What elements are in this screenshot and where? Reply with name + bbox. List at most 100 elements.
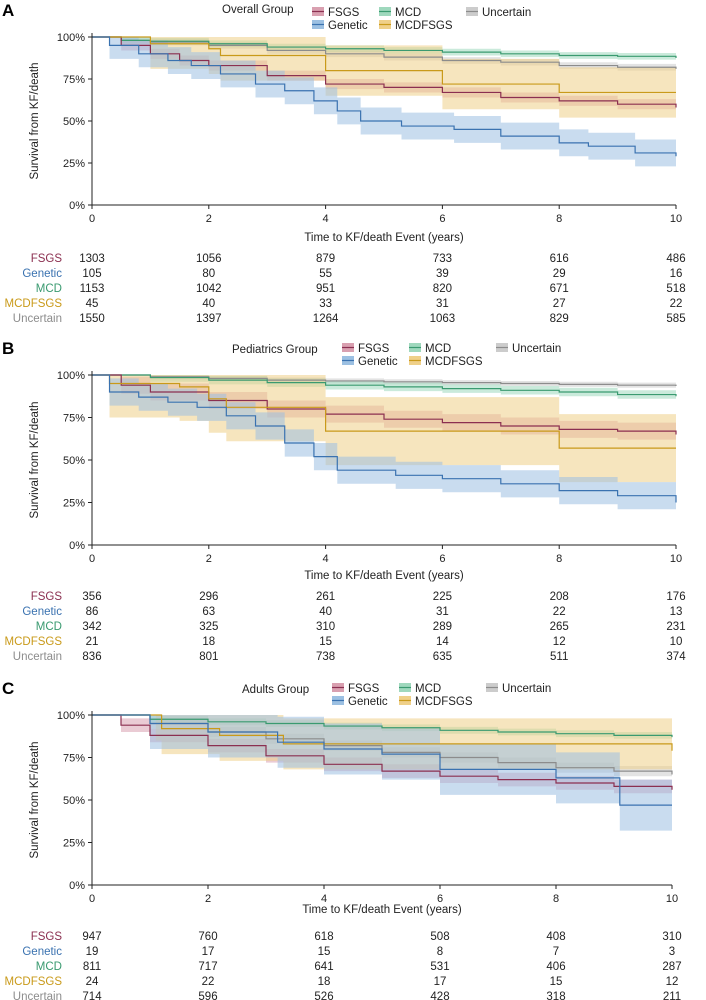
risk-cell: 208 xyxy=(550,591,569,603)
risk-cell: 45 xyxy=(86,298,99,310)
curve-mcd xyxy=(92,714,673,738)
risk-cell: 1056 xyxy=(196,253,222,265)
risk-row-label: Uncertain xyxy=(13,991,62,1000)
legend-item-mcd: MCD xyxy=(409,343,451,355)
band-mcdfsgs xyxy=(92,375,676,483)
risk-cell: 31 xyxy=(436,606,449,618)
x-tick-label: 0 xyxy=(89,553,95,565)
risk-row-mcd: MCD 1153 1042 951 820 671 518 xyxy=(36,283,686,295)
risk-cell: 1153 xyxy=(80,283,105,295)
risk-cell: 717 xyxy=(198,961,217,973)
risk-cell: 356 xyxy=(82,591,101,603)
legend-label-mcd: MCD xyxy=(425,343,451,355)
risk-cell: 1397 xyxy=(196,313,222,325)
panel-letter: A xyxy=(2,1,14,20)
risk-row-label: Genetic xyxy=(22,268,62,280)
y-tick-label: 100% xyxy=(57,710,85,722)
legend-item-mcdfsgs: MCDFSGS xyxy=(379,20,453,32)
chart-overall-group: A Overall Group FSGS MCD Uncertain Genetic MCD… xyxy=(2,1,686,325)
x-tick-label: 8 xyxy=(556,553,562,565)
risk-cell: 231 xyxy=(666,621,685,633)
risk-cell: 1264 xyxy=(313,313,339,325)
confidence-bands xyxy=(92,715,672,831)
risk-cell: 16 xyxy=(670,268,683,280)
curve-genetic xyxy=(92,36,677,157)
legend-label-uncertain: Uncertain xyxy=(512,343,561,355)
chart-title: Overall Group xyxy=(222,4,294,16)
y-axis-title: Survival from KF/death xyxy=(29,402,41,519)
x-tick-label: 4 xyxy=(323,553,329,565)
risk-row-mcdfsgs: MCDFSGS 24 22 18 17 15 12 xyxy=(5,976,679,988)
risk-cell: 585 xyxy=(666,313,685,325)
chart-title: Adults Group xyxy=(242,684,309,696)
risk-cell: 86 xyxy=(86,606,99,618)
x-tick-label: 4 xyxy=(321,893,327,905)
legend-label-fsgs: FSGS xyxy=(348,683,380,695)
risk-cell: 55 xyxy=(319,268,332,280)
risk-cell: 526 xyxy=(314,991,333,1000)
legend-item-genetic: Genetic xyxy=(312,20,368,32)
y-tick-label: 100% xyxy=(57,370,85,382)
risk-cell: 176 xyxy=(666,591,685,603)
legend-item-fsgs: FSGS xyxy=(312,7,360,19)
risk-table: FSGS 1303 1056 879 733 616 486 Genetic 105 80 55 39… xyxy=(5,253,686,325)
risk-row-label: Genetic xyxy=(22,606,62,618)
risk-cell: 406 xyxy=(546,961,565,973)
risk-cell: 21 xyxy=(86,636,99,648)
risk-cell: 635 xyxy=(433,651,452,663)
y-tick-label: 25% xyxy=(63,838,85,850)
risk-cell: 714 xyxy=(82,991,102,1000)
risk-cell: 829 xyxy=(550,313,569,325)
risk-cell: 760 xyxy=(198,931,217,943)
risk-cell: 641 xyxy=(314,961,333,973)
y-tick-label: 0% xyxy=(69,200,85,212)
risk-cell: 29 xyxy=(553,268,566,280)
risk-cell: 105 xyxy=(82,268,101,280)
risk-row-fsgs: FSGS 356 296 261 225 208 176 xyxy=(31,591,686,603)
x-tick-label: 0 xyxy=(89,213,95,225)
risk-cell: 40 xyxy=(319,606,332,618)
confidence-bands xyxy=(92,375,676,517)
legend-label-mcdfsgs: MCDFSGS xyxy=(395,20,453,32)
risk-row-label: FSGS xyxy=(31,253,63,265)
y-tick-label: 75% xyxy=(63,74,85,86)
risk-cell: 518 xyxy=(666,283,685,295)
risk-cell: 310 xyxy=(662,931,681,943)
risk-cell: 80 xyxy=(202,268,215,280)
risk-cell: 265 xyxy=(550,621,569,633)
curve-fsgs xyxy=(92,714,673,790)
risk-cell: 24 xyxy=(86,976,99,988)
legend-item-mcd: MCD xyxy=(399,683,441,695)
chart-title: Pediatrics Group xyxy=(232,344,318,356)
risk-cell: 1303 xyxy=(79,253,105,265)
risk-cell: 12 xyxy=(553,636,566,648)
x-tick-label: 10 xyxy=(670,553,682,565)
risk-row-mcd: MCD 811 717 641 531 406 287 xyxy=(36,961,682,973)
risk-cell: 801 xyxy=(199,651,218,663)
risk-row-label: MCDFSGS xyxy=(5,976,63,988)
risk-cell: 33 xyxy=(319,298,332,310)
legend-label-genetic: Genetic xyxy=(348,696,388,708)
risk-cell: 596 xyxy=(198,991,217,1000)
risk-row-genetic: Genetic 19 17 15 8 7 3 xyxy=(22,946,675,958)
risk-row-label: Uncertain xyxy=(13,313,62,325)
x-tick-label: 2 xyxy=(206,553,212,565)
chart-pediatrics-group: B Pediatrics Group FSGS MCD Uncertain Genetic… xyxy=(2,339,686,663)
risk-table: FSGS 947 760 618 508 408 310 Genetic 19 17 15 8 7 3 MC… xyxy=(5,931,682,1000)
risk-row-label: MCD xyxy=(36,621,62,633)
curve-fsgs xyxy=(92,374,677,435)
y-tick-label: 50% xyxy=(63,116,85,128)
risk-cell: 738 xyxy=(316,651,335,663)
y-axis-title: Survival from KF/death xyxy=(29,742,41,859)
y-axis-title: Survival from KF/death xyxy=(29,63,41,180)
risk-cell: 511 xyxy=(550,651,568,663)
y-tick-label: 0% xyxy=(69,540,85,552)
y-tick-label: 100% xyxy=(57,32,85,44)
risk-row-label: FSGS xyxy=(31,591,63,603)
legend-item-uncertain: Uncertain xyxy=(466,7,531,19)
x-tick-label: 0 xyxy=(89,893,95,905)
risk-row-mcd: MCD 342 325 310 289 265 231 xyxy=(36,621,686,633)
x-tick-label: 6 xyxy=(437,893,443,905)
risk-cell: 18 xyxy=(202,636,215,648)
